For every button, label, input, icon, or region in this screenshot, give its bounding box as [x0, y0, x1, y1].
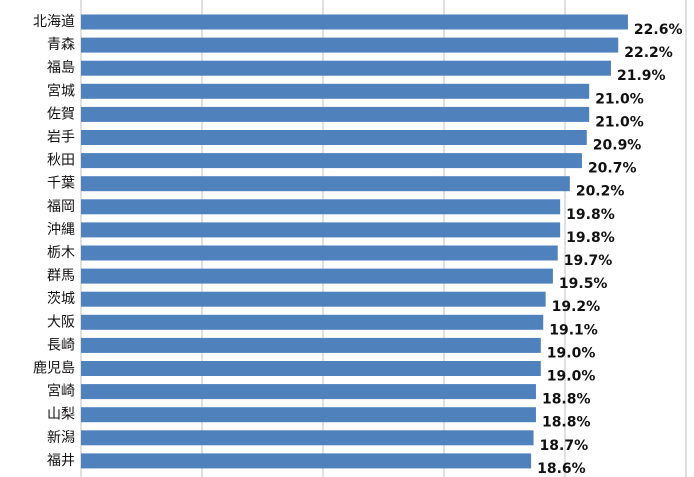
bar — [81, 60, 611, 76]
value-label: 19.8% — [566, 230, 615, 246]
value-label: 19.8% — [566, 207, 615, 223]
category-label: 宮城 — [47, 83, 75, 99]
bar — [81, 314, 544, 330]
bar — [81, 106, 590, 122]
bar — [81, 199, 561, 215]
category-label: 千葉 — [47, 176, 75, 192]
category-label: 佐賀 — [47, 106, 75, 122]
value-label: 19.5% — [559, 276, 608, 292]
category-label: 群馬 — [47, 268, 75, 284]
bar — [81, 361, 541, 376]
category-label: 新潟 — [47, 430, 75, 446]
bar — [81, 268, 553, 284]
value-label: 20.2% — [576, 184, 625, 200]
category-label: 秋田 — [47, 153, 75, 169]
category-label: 宮崎 — [47, 384, 75, 400]
value-label: 18.6% — [537, 461, 586, 477]
value-label: 21.0% — [595, 91, 644, 107]
value-labels: 22.6% 22.2% 21.9% 21.0% 21.0% 20.9% 20.7% 20.2%… — [537, 22, 682, 477]
bar — [81, 407, 536, 423]
category-label: 長崎 — [47, 337, 75, 353]
value-label: 21.0% — [595, 114, 644, 130]
category-label: 沖縄 — [47, 222, 75, 238]
bar — [81, 153, 582, 169]
category-label: 山梨 — [47, 407, 75, 423]
category-label: 茨城 — [47, 291, 75, 307]
bar — [81, 176, 570, 192]
value-label: 20.7% — [588, 161, 637, 177]
bar — [81, 245, 558, 261]
value-label: 18.8% — [542, 392, 591, 408]
value-label: 19.2% — [552, 299, 601, 315]
bar — [81, 337, 541, 353]
value-label: 22.6% — [634, 22, 683, 38]
bar — [81, 430, 534, 446]
category-label: 栃木 — [47, 245, 75, 261]
category-label: 岩手 — [47, 130, 75, 146]
value-label: 19.0% — [547, 345, 596, 361]
bars — [81, 14, 628, 469]
value-label: 18.8% — [542, 415, 591, 431]
bar — [81, 83, 590, 99]
bar — [81, 453, 532, 469]
value-label: 21.9% — [617, 68, 666, 84]
value-label: 18.7% — [540, 438, 589, 454]
category-label: 福岡 — [47, 199, 75, 215]
category-label: 大阪 — [47, 314, 75, 330]
category-label: 福井 — [47, 453, 75, 469]
value-label: 20.9% — [593, 138, 642, 154]
value-label: 19.1% — [549, 322, 598, 338]
category-label: 青森 — [47, 37, 75, 53]
bar — [81, 130, 587, 145]
category-labels: 北海道青森福島宮城佐賀岩手秋田千葉福岡沖縄栃木群馬茨城大阪長崎鹿児島宮崎山梨新潟… — [33, 14, 75, 469]
value-label: 19.0% — [547, 369, 596, 385]
bar — [81, 291, 546, 307]
category-label: 北海道 — [33, 14, 75, 30]
bar — [81, 14, 628, 30]
value-label: 19.7% — [564, 253, 613, 269]
bar — [81, 222, 561, 238]
category-label: 鹿児島 — [33, 360, 75, 377]
bar — [81, 384, 536, 400]
category-label: 福島 — [47, 60, 75, 76]
bar — [81, 37, 619, 53]
value-label: 22.2% — [624, 45, 673, 61]
